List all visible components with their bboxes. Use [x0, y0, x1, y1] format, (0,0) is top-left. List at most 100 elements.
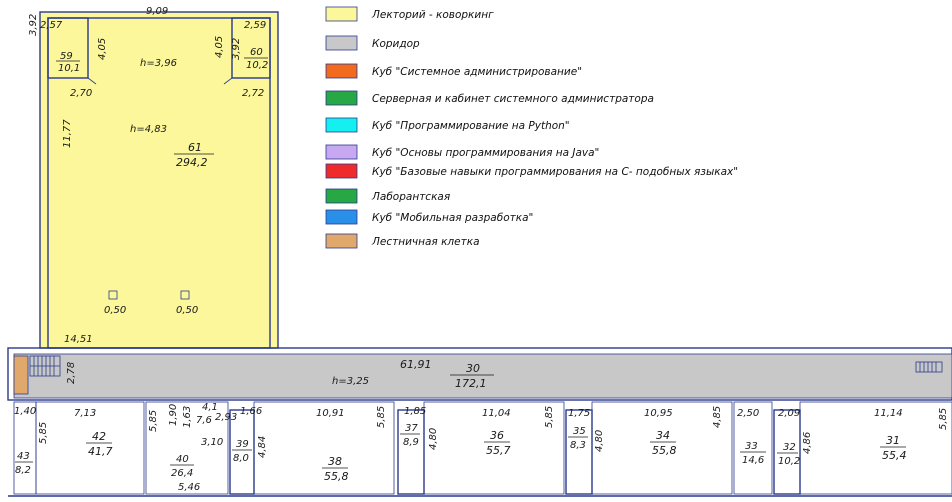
room-37-num: 37: [405, 423, 418, 434]
legend-swatch-7: [325, 163, 358, 179]
room-43-area: 8,2: [15, 465, 31, 476]
legend-swatch-4: [325, 90, 358, 106]
room-36-area: 55,7: [486, 444, 511, 457]
room-31-dim-1: 11,14: [874, 408, 903, 419]
room-40-dim-7: 3,10: [201, 437, 223, 448]
room-60: [231, 17, 271, 79]
room-33-num: 33: [745, 441, 758, 452]
legend-label-2: Коридор: [372, 38, 420, 50]
room-59-area: 10,1: [58, 63, 80, 74]
room-40-dim-4: 4,1: [202, 402, 218, 413]
legend-label-8: Лаборантская: [371, 191, 450, 203]
hall-dim-1: 3,92: [28, 14, 39, 36]
room-40-dim-8: 5,46: [178, 482, 200, 493]
room-43-dim-1: 1,40: [14, 406, 36, 417]
corridor-length: 61,91: [400, 358, 432, 371]
column-right: [180, 290, 190, 300]
legend-swatch-1: [325, 6, 358, 22]
room-37-dim-2: 4,80: [428, 428, 439, 450]
room-32-dim-1: 2,09: [778, 408, 800, 419]
room-31-num: 31: [886, 434, 900, 447]
legend-label-10: Лестничная клетка: [371, 236, 480, 248]
room-35: [565, 409, 593, 495]
room-38-num: 38: [328, 455, 342, 468]
hall-height-main: h=4,83: [130, 124, 167, 135]
hall-dim-7: 4,05: [214, 36, 225, 58]
column-dim-1: 0,50: [104, 305, 126, 316]
room-43-num: 43: [17, 451, 30, 462]
room-36-dim-1: 11,04: [482, 408, 511, 419]
room-60-num: 60: [250, 47, 263, 58]
room-32-area: 10,2: [778, 456, 800, 467]
room-42-area: 41,7: [88, 445, 113, 458]
room-42-num: 42: [92, 430, 106, 443]
hall-height-gallery: h=3,96: [140, 58, 177, 69]
legend-swatch-3: [325, 63, 358, 79]
hall-dim-2: 2,57: [40, 20, 63, 31]
room-32-dim-2: 4,86: [802, 432, 813, 454]
room-40-dim-1: 5,85: [148, 410, 159, 432]
staircase-right: [915, 361, 943, 373]
room-34-num: 34: [656, 429, 670, 442]
stairwell: [13, 355, 29, 395]
room-31-dim-2: 5,85: [938, 408, 949, 430]
room-35-dim-1: 1,75: [568, 408, 590, 419]
legend: Лекторий - коворкинг Коридор Куб "Систем…: [325, 6, 738, 249]
corridor-room-num: 30: [466, 362, 480, 375]
room-38: [253, 401, 395, 495]
room-32-num: 32: [783, 442, 796, 453]
room-43-dim-2: 5,85: [38, 422, 49, 444]
room-42: [35, 401, 145, 495]
room-34: [591, 401, 733, 495]
hall-dim-9: 2,72: [242, 88, 264, 99]
legend-label-6: Куб "Основы программирования на Java": [372, 147, 599, 159]
room-35-area: 8,3: [570, 440, 586, 451]
room-36-dim-2: 5,85: [544, 406, 555, 428]
room-39-dim-1: 1,66: [240, 406, 262, 417]
room-40-dim-3: 1,63: [182, 406, 193, 428]
legend-label-4: Серверная и кабинет системного администр…: [372, 93, 654, 105]
legend-label-5: Куб "Программирование на Python": [372, 120, 570, 132]
corridor: [13, 353, 952, 399]
corridor-height: h=3,25: [332, 376, 369, 387]
hall-dim-5: 3,92: [231, 38, 242, 60]
room-38-dim-2: 5,85: [376, 406, 387, 428]
room-40-dim-5: 7,6: [196, 415, 212, 426]
room-60-area: 10,2: [246, 60, 268, 71]
legend-swatch-2: [325, 35, 358, 51]
hall-dim-6: 4,05: [97, 38, 108, 60]
corridor-width: 2,78: [66, 362, 77, 384]
room-37-dim-1: 1,85: [404, 406, 426, 417]
staircase-left: [29, 355, 61, 377]
room-40-dim-6: 2,93: [215, 412, 237, 423]
legend-swatch-10: [325, 233, 358, 249]
room-59-num: 59: [60, 51, 73, 62]
room-35-dim-2: 4,80: [594, 430, 605, 452]
legend-swatch-8: [325, 188, 358, 204]
room-59: [47, 17, 89, 79]
hall-dim-11: 14,51: [64, 334, 93, 345]
hall-room-area: 294,2: [176, 156, 208, 169]
room-37-area: 8,9: [403, 437, 419, 448]
room-34-area: 55,8: [652, 444, 677, 457]
room-34-dim-1: 10,95: [644, 408, 673, 419]
room-35-num: 35: [573, 426, 586, 437]
room-38-dim-1: 10,91: [316, 408, 345, 419]
legend-label-3: Куб "Системное администрирование": [372, 66, 582, 78]
room-38-area: 55,8: [324, 470, 349, 483]
room-39-area: 8,0: [233, 453, 249, 464]
room-33-dim: 2,50: [737, 408, 759, 419]
room-40-area: 26,4: [171, 468, 193, 479]
room-31: [799, 401, 952, 495]
room-36: [423, 401, 565, 495]
room-40-dim-2: 1,90: [168, 404, 179, 426]
legend-label-9: Куб "Мобильная разработка": [372, 212, 533, 224]
room-33: [733, 401, 773, 495]
hall-dim-10: 11,77: [62, 119, 73, 148]
legend-label-1: Лекторий - коворкинг: [371, 9, 494, 21]
corridor-room-area: 172,1: [455, 377, 487, 390]
room-34-dim-2: 4,85: [712, 406, 723, 428]
room-39-num: 39: [236, 439, 249, 450]
column-dim-2: 0,50: [176, 305, 198, 316]
